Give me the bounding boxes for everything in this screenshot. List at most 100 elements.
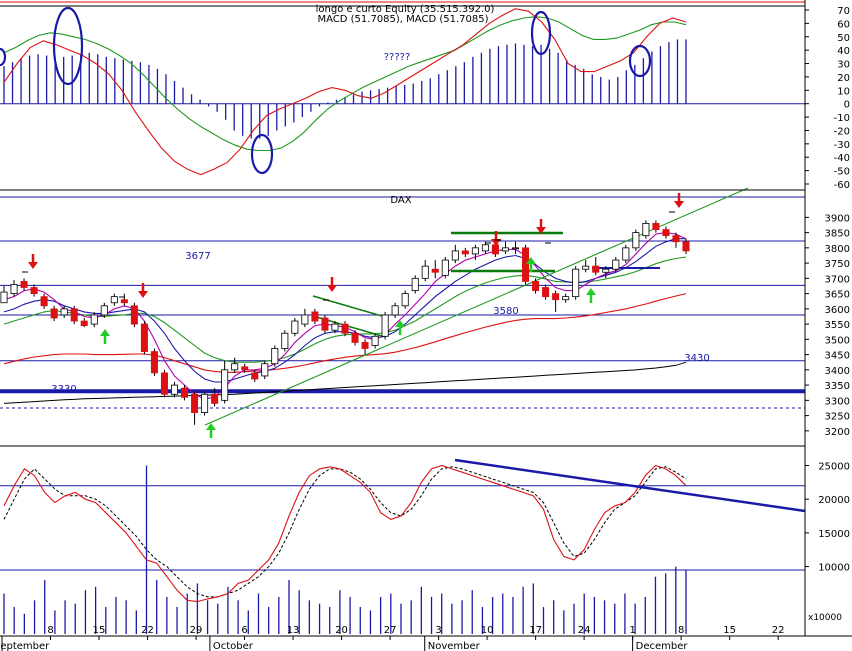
sell-arrow: [536, 219, 546, 234]
candle-down: [80, 320, 88, 327]
candle-up: [60, 308, 68, 316]
macd-tick-label: -50: [834, 167, 850, 178]
candle-up: [100, 305, 108, 316]
candle-up: [170, 384, 179, 395]
price-tick-label: 3500: [825, 335, 850, 346]
candle-down: [672, 235, 680, 243]
ma-trend-line: [3, 361, 687, 404]
candle-up: [642, 223, 650, 237]
macd-panel: 70 60 50 40 30 20 10 0 -10 -20 -30 -40 -50 -60: [0, 1, 850, 191]
x-tick-label: 8: [47, 625, 53, 636]
arrow-head: [327, 285, 337, 292]
candle-up: [481, 244, 489, 252]
price-tick-label: 3200: [825, 427, 850, 438]
buy-arrow: [206, 423, 216, 438]
candle-up: [271, 348, 279, 365]
candle-down: [120, 299, 128, 304]
candle-down: [40, 296, 48, 307]
level-label-3580: 3580: [493, 306, 518, 317]
oscillator-trendline: [454, 458, 806, 513]
candle-down: [592, 265, 600, 273]
x-tick-label: 13: [287, 625, 300, 636]
candle-down: [542, 287, 550, 298]
candle-up: [582, 265, 590, 270]
candle-down: [361, 341, 369, 349]
candle-up: [602, 268, 610, 273]
candle-up: [622, 247, 630, 261]
x-tick-label: 27: [384, 625, 397, 636]
arrow-head: [586, 288, 596, 295]
candle-up: [371, 335, 379, 346]
sell-arrow: [138, 283, 148, 298]
stochastic-line: [3, 464, 687, 603]
macd-tick-label: -60: [834, 180, 850, 191]
arrow-head: [28, 262, 38, 269]
candle-up: [391, 305, 399, 316]
candle-up: [612, 259, 620, 270]
candle-down: [241, 366, 249, 371]
candle-down: [652, 223, 660, 230]
oscillator-panel: 25000 20000 15000 10000: [0, 458, 850, 634]
candle-down: [150, 351, 158, 374]
level-label-3330: 3330: [51, 384, 76, 395]
x-tick-label: 15: [93, 625, 106, 636]
macd-annotation: ?????: [384, 52, 411, 63]
arrow-head: [674, 201, 684, 208]
arrow-head: [395, 320, 405, 327]
macd-tick-label: 60: [837, 19, 850, 30]
osc-tick-label: 15000: [818, 529, 850, 540]
x-tick-label: 3: [435, 625, 441, 636]
candle-up: [381, 314, 389, 337]
candle-up: [411, 277, 419, 291]
highlight-ellipse: [530, 10, 552, 56]
x-tick-label: 10: [481, 625, 494, 636]
price-tick-label: 3600: [825, 305, 850, 316]
macd-tick-label: 40: [837, 46, 850, 57]
sell-arrow: [491, 231, 501, 246]
stochastic-signal-line: [3, 466, 687, 598]
candle-down: [532, 280, 540, 291]
candle-up: [511, 247, 520, 250]
candle-up: [221, 369, 229, 401]
price-tick-label: 3300: [825, 396, 850, 407]
price-tick-label: 3400: [825, 366, 850, 377]
candle-down: [461, 250, 469, 255]
candle-up: [0, 291, 8, 304]
x-tick-label: 17: [529, 625, 542, 636]
arrow-head: [100, 329, 110, 336]
price-tick-label: 3800: [825, 244, 850, 255]
arrow-head: [138, 291, 148, 298]
candle-up: [281, 332, 289, 349]
price-tick-label: 3900: [825, 213, 850, 224]
candle-up: [471, 247, 479, 255]
x-tick-label: 15: [723, 625, 736, 636]
highlight-ellipse: [250, 133, 274, 175]
osc-tick-label: 25000: [818, 461, 850, 472]
highlight-ellipse: [628, 44, 652, 78]
x-tick-label: 6: [241, 625, 247, 636]
osc-tick-label: 20000: [818, 495, 850, 506]
price-tick-label: 3700: [825, 274, 850, 285]
level-label-3430: 3430: [684, 353, 709, 364]
arrow-head: [526, 257, 536, 264]
sell-arrow: [674, 193, 684, 208]
chart-header-line2: MACD (51.7085), MACD (51.7085): [318, 14, 489, 25]
candle-up: [451, 250, 459, 261]
candle-down: [321, 317, 329, 331]
macd-tick-label: 10: [837, 86, 850, 97]
buy-arrow: [586, 288, 596, 303]
candle-down: [491, 244, 499, 255]
candle-down: [251, 372, 259, 380]
macd-tick-label: -40: [834, 153, 850, 164]
candle-down: [50, 308, 58, 319]
macd-tick-label: 70: [837, 6, 850, 17]
candle-down: [662, 229, 670, 237]
candle-down: [181, 387, 189, 398]
candle-down: [682, 241, 690, 252]
sell-arrow: [327, 277, 337, 292]
ma-long-line: [3, 293, 687, 373]
candle-up: [562, 296, 570, 301]
candle-up: [301, 314, 309, 325]
x-tick-label: 22: [772, 625, 785, 636]
